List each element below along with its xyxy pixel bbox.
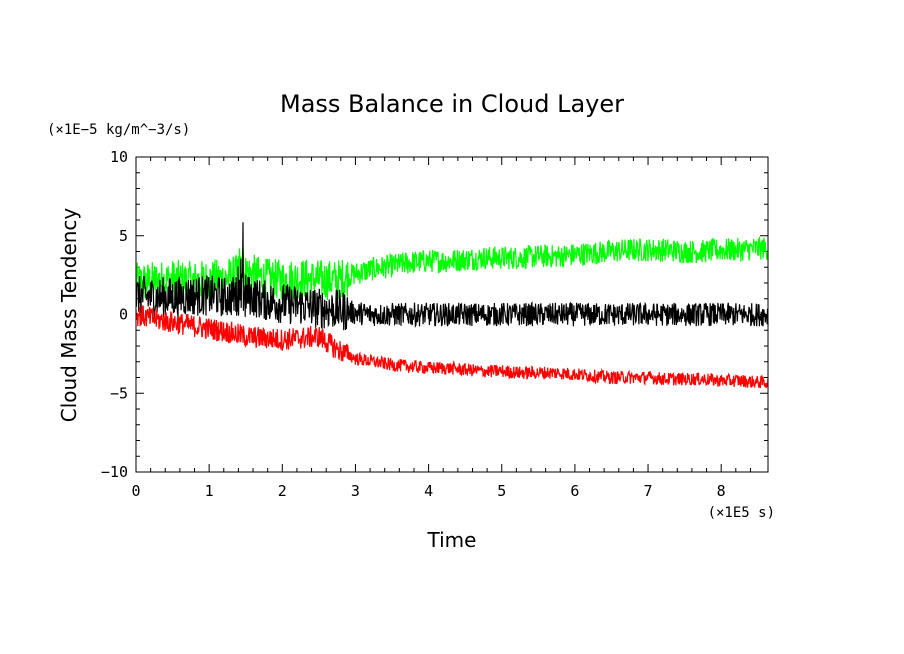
x-tick-label: 6 bbox=[570, 482, 579, 500]
x-tick-label: 8 bbox=[717, 482, 726, 500]
x-tick-label: 2 bbox=[278, 482, 287, 500]
x-tick-label: 4 bbox=[424, 482, 433, 500]
x-axis-label: Time bbox=[427, 528, 477, 552]
x-tick-label: 3 bbox=[351, 482, 360, 500]
x-tick-label: 5 bbox=[497, 482, 506, 500]
chart-title: Mass Balance in Cloud Layer bbox=[280, 90, 624, 118]
y-tick-label: 0 bbox=[119, 306, 128, 324]
y-tick-label: 5 bbox=[119, 227, 128, 245]
y-tick-label: −5 bbox=[110, 384, 128, 402]
x-unit-label: (×1E5 s) bbox=[708, 505, 775, 521]
y-axis-label: Cloud Mass Tendency bbox=[57, 208, 81, 423]
y-unit-label: (×1E−5 kg/m^−3/s) bbox=[47, 122, 190, 138]
x-tick-label: 1 bbox=[205, 482, 214, 500]
series-line-2 bbox=[135, 305, 769, 389]
x-tick-label: 0 bbox=[131, 482, 140, 500]
axis-ticks: 0 1 2 3 4 5 6 7 8 −10 −5 0 5 10 bbox=[101, 148, 768, 500]
y-tick-label: 10 bbox=[110, 148, 128, 166]
series-group bbox=[135, 222, 769, 389]
series-line-1 bbox=[135, 222, 769, 331]
y-tick-label: −10 bbox=[101, 463, 128, 481]
x-tick-label: 7 bbox=[644, 482, 653, 500]
plot-frame bbox=[135, 156, 769, 473]
